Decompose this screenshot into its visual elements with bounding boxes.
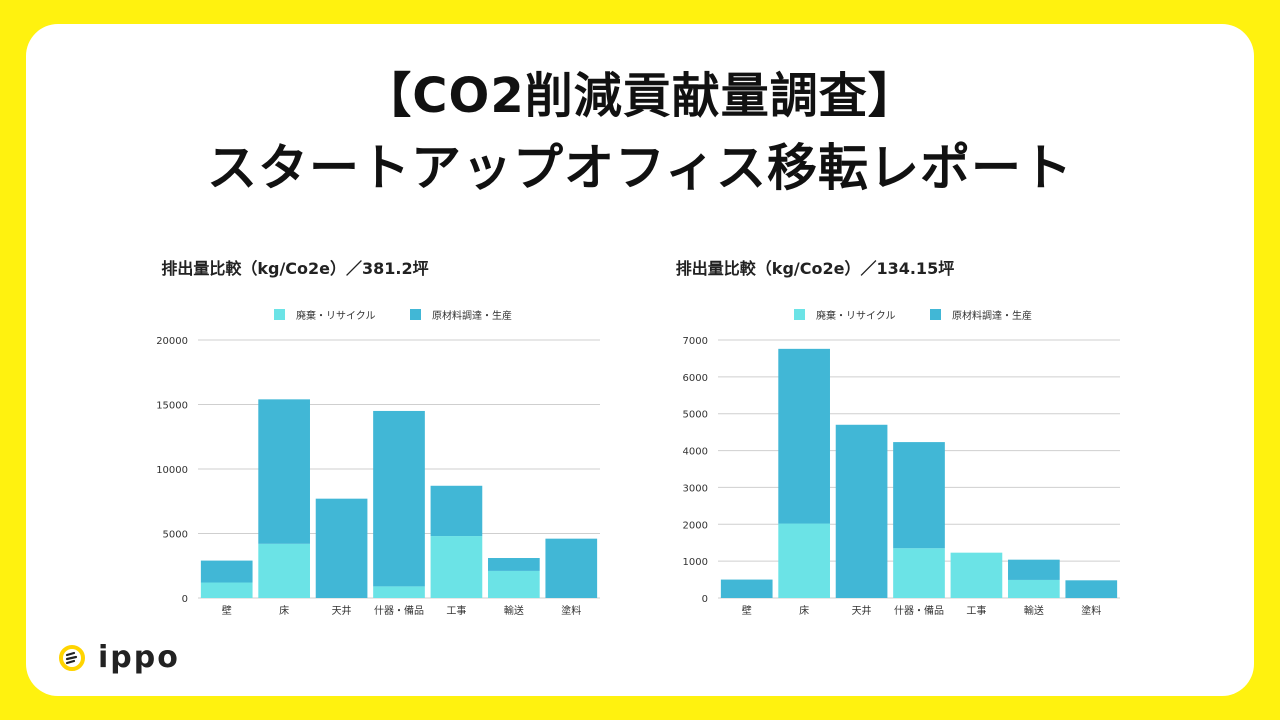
x-tick-label: 壁 (222, 604, 232, 617)
x-tick-label: 輸送 (504, 604, 524, 617)
brand-name: ippo (98, 640, 180, 675)
y-tick-label: 2000 (683, 520, 708, 531)
y-tick-label: 10000 (156, 465, 188, 476)
legend-swatch (410, 309, 421, 320)
chart-title: 排出量比較（kg/Co2e）／134.15坪 (676, 259, 954, 278)
legend-swatch (274, 309, 285, 320)
x-tick-label: 塗料 (561, 604, 581, 617)
bar-segment (430, 485, 483, 537)
chart-title: 排出量比較（kg/Co2e）／381.2坪 (161, 259, 428, 278)
bar-segment (893, 442, 945, 549)
bar-segment (315, 498, 368, 598)
page-title-line1: 【CO2削減貢献量調査】 (363, 68, 917, 124)
ippo-logo: ippo (58, 640, 188, 676)
y-tick-label: 20000 (156, 336, 188, 347)
x-tick-label: 塗料 (1081, 604, 1101, 617)
y-tick-label: 0 (702, 594, 708, 605)
x-tick-label: 壁 (742, 604, 752, 617)
bar-segment (950, 552, 1003, 598)
bar-segment (200, 560, 253, 583)
bar-segment (258, 543, 310, 598)
bar-segment (488, 570, 540, 598)
legend-label: 原材料調達・生産 (952, 309, 1032, 322)
y-tick-label: 1000 (683, 557, 708, 568)
y-tick-label: 15000 (156, 401, 188, 412)
page-title-line2: スタートアップオフィス移転レポート (207, 139, 1073, 197)
bar-segment (258, 399, 310, 544)
legend-swatch (794, 309, 805, 320)
legend-swatch (930, 309, 941, 320)
bar-segment (778, 348, 830, 524)
legend-label: 廃棄・リサイクル (296, 309, 376, 322)
y-tick-label: 5000 (163, 530, 188, 541)
ippo-logo-icon (59, 645, 85, 671)
bar-segment (488, 558, 540, 571)
bar-segment (720, 579, 773, 598)
bar-segment (545, 538, 598, 598)
bar-segment (373, 410, 425, 587)
bar-segment (1008, 559, 1060, 580)
x-tick-label: 工事 (966, 604, 986, 617)
bar-segment (893, 548, 945, 598)
x-tick-label: 工事 (446, 604, 466, 617)
bar-segment (835, 424, 888, 598)
bar-segment (430, 536, 483, 598)
legend-label: 原材料調達・生産 (432, 309, 512, 322)
y-tick-label: 3000 (683, 483, 708, 494)
y-tick-label: 7000 (683, 336, 708, 347)
x-tick-label: 床 (799, 604, 809, 617)
x-tick-label: 床 (279, 604, 289, 617)
x-tick-label: 什器・備品 (894, 604, 944, 617)
bar-segment (373, 586, 425, 598)
bar-segment (1065, 580, 1118, 598)
y-tick-label: 6000 (683, 373, 708, 384)
y-tick-label: 5000 (683, 410, 708, 421)
x-tick-label: 天井 (852, 604, 872, 617)
bar-segment (1008, 579, 1060, 598)
y-tick-label: 4000 (683, 447, 708, 458)
bar-segment (200, 582, 253, 598)
x-tick-label: 什器・備品 (374, 604, 424, 617)
x-tick-label: 輸送 (1024, 604, 1044, 617)
x-tick-label: 天井 (332, 604, 352, 617)
legend-label: 廃棄・リサイクル (816, 309, 896, 322)
bar-segment (778, 523, 830, 598)
y-tick-label: 0 (182, 594, 188, 605)
